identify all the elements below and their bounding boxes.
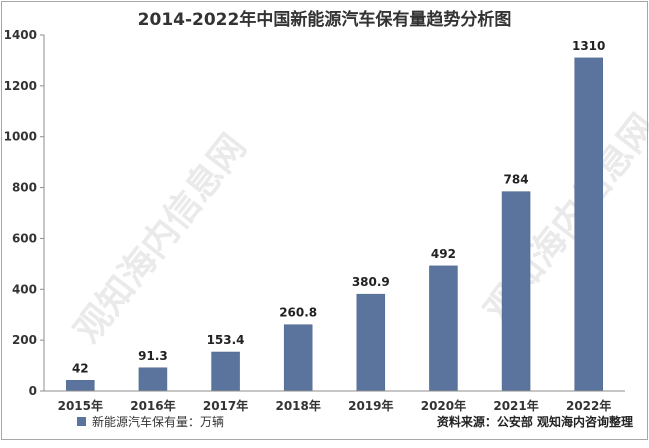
chart-frame	[1, 1, 648, 440]
x-tick-label: 2021年	[493, 398, 538, 413]
bar	[211, 351, 240, 392]
x-tick-label: 2016年	[130, 398, 175, 413]
bar	[429, 265, 458, 392]
bar	[574, 57, 603, 392]
y-tick-label: 800	[12, 181, 37, 195]
y-tick-label: 200	[12, 333, 37, 347]
bar	[283, 324, 313, 392]
bar	[138, 367, 168, 392]
data-label: 260.8	[279, 306, 317, 320]
data-label: 380.9	[352, 275, 390, 289]
y-tick-label: 600	[12, 231, 37, 245]
x-tick-label: 2018年	[275, 398, 320, 413]
bars: 42 91.3 153.4 260.8 380.9 492 784 1310	[66, 39, 605, 392]
y-tick-label: 400	[12, 282, 37, 296]
chart-title: 2014-2022年中国新能源汽车保有量趋势分析图	[137, 10, 512, 30]
y-tick-label: 1400	[4, 28, 37, 42]
x-axis: 2015年 2016年 2017年 2018年 2019年 2020年 2021年 2022年	[44, 390, 625, 413]
data-label: 1310	[572, 39, 605, 53]
x-tick-label: 2020年	[421, 398, 466, 413]
x-tick-label: 2017年	[203, 398, 248, 413]
source-note: 资料来源：公安部 观知海内咨询整理	[436, 415, 633, 429]
data-label: 784	[504, 173, 529, 187]
y-axis: 0 200 400 600 800 1000 1200 1400	[4, 28, 45, 398]
x-tick-label: 2015年	[58, 398, 103, 413]
y-tick-label: 1200	[4, 79, 37, 93]
y-tick-label: 1000	[4, 130, 37, 144]
bar	[501, 191, 531, 392]
legend-swatch	[77, 417, 86, 426]
bar	[66, 380, 95, 392]
legend-label: 新能源汽车保有量：万辆	[92, 415, 225, 429]
data-label: 91.3	[138, 349, 168, 363]
bar	[356, 293, 386, 392]
legend: 新能源汽车保有量：万辆	[77, 413, 224, 430]
data-label: 153.4	[207, 333, 245, 347]
x-tick-label: 2022年	[566, 398, 611, 413]
data-label: 492	[431, 247, 456, 261]
x-tick-label: 2019年	[348, 398, 393, 413]
data-label: 42	[72, 361, 89, 375]
y-tick-label: 0	[29, 384, 37, 398]
